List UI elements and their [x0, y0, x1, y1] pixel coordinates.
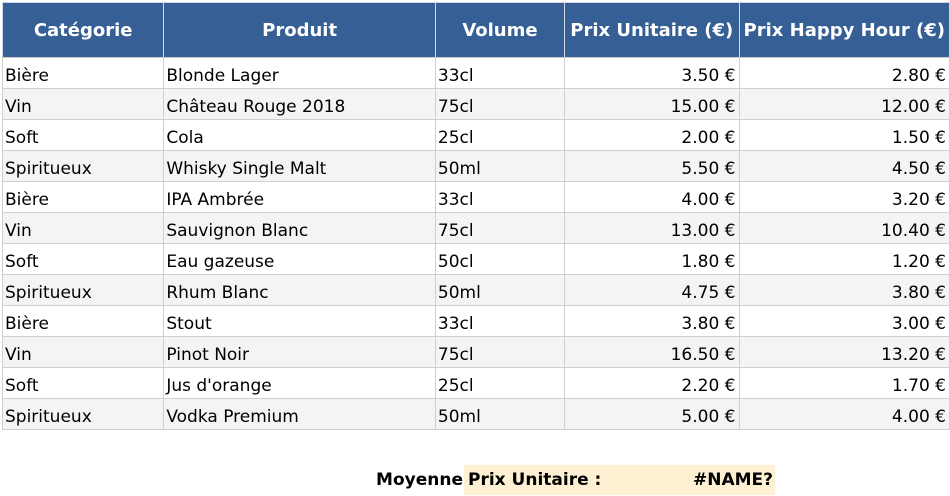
cell-categorie[interactable]: Bière	[1, 57, 165, 89]
cell-volume[interactable]: 33cl	[434, 181, 566, 213]
cell-produit[interactable]: Blonde Lager	[163, 57, 436, 89]
header-cell-volume[interactable]: Volume	[434, 2, 566, 58]
cell-prix-unitaire[interactable]: 1.80 €	[564, 243, 740, 275]
cell-categorie[interactable]: Vin	[1, 88, 165, 120]
cell-volume[interactable]: 25cl	[434, 367, 566, 399]
cell-prix-happy-hour[interactable]: 3.00 €	[738, 305, 950, 337]
table-row: Bière IPA Ambrée 33cl 4.00 €3.20 €	[1, 181, 950, 213]
table-row: Vin Château Rouge 2018 75cl 15.00 €12.00 €	[1, 88, 950, 120]
cell-produit[interactable]: Sauvignon Blanc	[163, 212, 436, 244]
table-row: Soft Cola 25cl 2.00 €1.50 €	[1, 119, 950, 151]
table-row: Spiritueux Vodka Premium 50ml 5.00 €4.00 €	[1, 398, 950, 430]
cell-produit[interactable]: Eau gazeuse	[163, 243, 436, 275]
cell-volume[interactable]: 75cl	[434, 88, 566, 120]
table-body: Bière Blonde Lager 33cl 3.50 €2.80 € Vin Chât…	[1, 57, 950, 430]
cell-volume[interactable]: 33cl	[434, 57, 566, 89]
cell-volume[interactable]: 50cl	[434, 243, 566, 275]
cell-prix-happy-hour[interactable]: 4.50 €	[738, 150, 950, 182]
header-cell-produit[interactable]: Produit	[163, 2, 436, 58]
table-row: Bière Stout 33cl 3.80 €3.00 €	[1, 305, 950, 337]
cell-volume[interactable]: 25cl	[434, 119, 566, 151]
table-row: Vin Sauvignon Blanc 75cl 13.00 €10.40 €	[1, 212, 950, 244]
cell-prix-happy-hour[interactable]: 12.00 €	[738, 88, 950, 120]
cell-prix-unitaire[interactable]: 2.00 €	[564, 119, 740, 151]
table-row: Spiritueux Whisky Single Malt 50ml 5.50 €4.…	[1, 150, 950, 182]
cell-prix-unitaire[interactable]: 5.00 €	[564, 398, 740, 430]
cell-prix-unitaire[interactable]: 4.00 €	[564, 181, 740, 213]
table-row: Soft Eau gazeuse 50cl 1.80 €1.20 €	[1, 243, 950, 275]
cell-produit[interactable]: Cola	[163, 119, 436, 151]
cell-produit[interactable]: Stout	[163, 305, 436, 337]
cell-prix-unitaire[interactable]: 3.50 €	[564, 57, 740, 89]
header-cell-categorie[interactable]: Catégorie	[1, 2, 165, 58]
cell-volume[interactable]: 50ml	[434, 274, 566, 306]
cell-categorie[interactable]: Soft	[1, 367, 165, 399]
summary-label-moyenne[interactable]: Moyenne	[376, 470, 463, 490]
cell-prix-happy-hour[interactable]: 3.20 €	[738, 181, 950, 213]
cell-produit[interactable]: Rhum Blanc	[163, 274, 436, 306]
cell-prix-unitaire[interactable]: 3.80 €	[564, 305, 740, 337]
price-table: Catégorie Produit Volume Prix Unitaire (…	[1, 2, 950, 430]
cell-prix-unitaire[interactable]: 13.00 €	[564, 212, 740, 244]
cell-produit[interactable]: Whisky Single Malt	[163, 150, 436, 182]
cell-prix-happy-hour[interactable]: 10.40 €	[738, 212, 950, 244]
cell-produit[interactable]: IPA Ambrée	[163, 181, 436, 213]
cell-categorie[interactable]: Bière	[1, 181, 165, 213]
cell-prix-happy-hour[interactable]: 13.20 €	[738, 336, 950, 368]
cell-prix-happy-hour[interactable]: 1.50 €	[738, 119, 950, 151]
cell-volume[interactable]: 50ml	[434, 150, 566, 182]
cell-categorie[interactable]: Vin	[1, 212, 165, 244]
table-row: Soft Jus d'orange 25cl 2.20 €1.70 €	[1, 367, 950, 399]
cell-volume[interactable]: 75cl	[434, 212, 566, 244]
cell-produit[interactable]: Jus d'orange	[163, 367, 436, 399]
cell-prix-unitaire[interactable]: 5.50 €	[564, 150, 740, 182]
cell-categorie[interactable]: Bière	[1, 305, 165, 337]
cell-categorie[interactable]: Vin	[1, 336, 165, 368]
cell-categorie[interactable]: Spiritueux	[1, 150, 165, 182]
cell-produit[interactable]: Vodka Premium	[163, 398, 436, 430]
cell-produit[interactable]: Pinot Noir	[163, 336, 436, 368]
cell-prix-happy-hour[interactable]: 4.00 €	[738, 398, 950, 430]
cell-prix-unitaire[interactable]: 16.50 €	[564, 336, 740, 368]
table-row: Spiritueux Rhum Blanc 50ml 4.75 €3.80 €	[1, 274, 950, 306]
cell-prix-unitaire[interactable]: 4.75 €	[564, 274, 740, 306]
cell-prix-unitaire[interactable]: 15.00 €	[564, 88, 740, 120]
cell-prix-happy-hour[interactable]: 2.80 €	[738, 57, 950, 89]
summary-label-prix-unitaire[interactable]: Prix Unitaire :	[464, 465, 601, 495]
cell-prix-happy-hour[interactable]: 1.70 €	[738, 367, 950, 399]
header-cell-prix-unitaire[interactable]: Prix Unitaire (€)	[564, 2, 740, 58]
cell-volume[interactable]: 75cl	[434, 336, 566, 368]
summary-value-cell[interactable]: #NAME?	[601, 465, 775, 495]
cell-prix-happy-hour[interactable]: 1.20 €	[738, 243, 950, 275]
cell-prix-happy-hour[interactable]: 3.80 €	[738, 274, 950, 306]
cell-categorie[interactable]: Soft	[1, 119, 165, 151]
header-cell-prix-happy-hour[interactable]: Prix Happy Hour (€)	[738, 2, 950, 58]
cell-categorie[interactable]: Soft	[1, 243, 165, 275]
cell-categorie[interactable]: Spiritueux	[1, 274, 165, 306]
cell-categorie[interactable]: Spiritueux	[1, 398, 165, 430]
cell-volume[interactable]: 50ml	[434, 398, 566, 430]
table-row: Bière Blonde Lager 33cl 3.50 €2.80 €	[1, 57, 950, 89]
header-row: Catégorie Produit Volume Prix Unitaire (…	[1, 2, 950, 58]
table-row: Vin Pinot Noir 75cl 16.50 €13.20 €	[1, 336, 950, 368]
cell-volume[interactable]: 33cl	[434, 305, 566, 337]
cell-produit[interactable]: Château Rouge 2018	[163, 88, 436, 120]
cell-prix-unitaire[interactable]: 2.20 €	[564, 367, 740, 399]
